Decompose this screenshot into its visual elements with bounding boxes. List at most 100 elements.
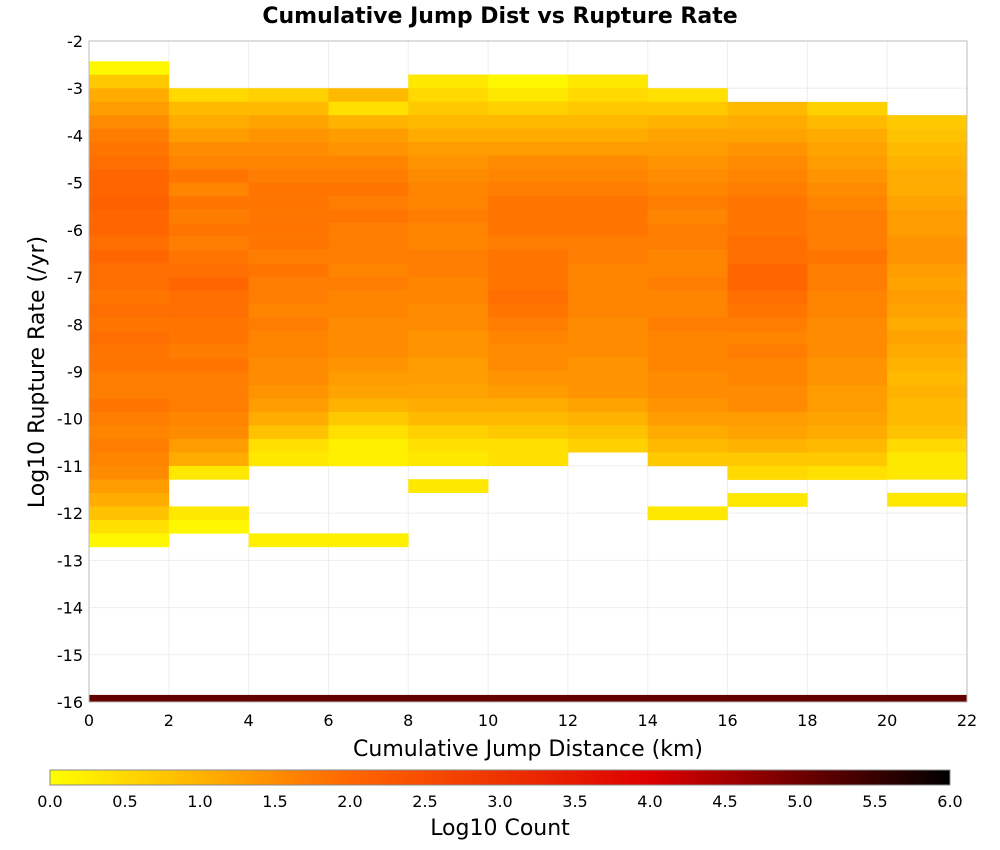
y-tick-label: -11	[57, 457, 83, 476]
heatmap-cell	[408, 357, 489, 372]
x-tick-label: 6	[323, 711, 333, 730]
colorbar-tick-label: 1.5	[262, 792, 287, 811]
colorbar-tick-label: 2.5	[412, 792, 437, 811]
heatmap-cell	[488, 694, 569, 702]
heatmap-cell	[89, 694, 170, 702]
heatmap-cell	[168, 182, 249, 197]
x-tick-label: 4	[244, 711, 254, 730]
heatmap-cell	[89, 155, 170, 170]
heatmap-cell	[887, 452, 968, 467]
heatmap-cell	[89, 412, 170, 426]
heatmap-cell	[89, 101, 170, 116]
heatmap-cell	[328, 533, 409, 548]
heatmap-cell	[488, 438, 569, 453]
heatmap-cell	[328, 209, 409, 224]
heatmap-cell	[488, 249, 569, 264]
x-axis-label: Cumulative Jump Distance (km)	[353, 737, 703, 762]
heatmap-cell	[647, 128, 728, 143]
heatmap-cell	[89, 371, 170, 386]
heatmap-cell	[887, 694, 968, 702]
heatmap-cell	[488, 371, 569, 386]
heatmap-cell	[887, 169, 968, 183]
heatmap-cell	[408, 155, 489, 170]
heatmap-cell	[89, 385, 170, 399]
heatmap-cell	[887, 371, 968, 386]
heatmap-cell	[727, 128, 808, 143]
x-tick-label: 20	[877, 711, 897, 730]
heatmap-cell	[89, 290, 170, 305]
heatmap-cell	[647, 344, 728, 359]
heatmap-cell	[328, 155, 409, 170]
heatmap-cell	[168, 331, 249, 345]
heatmap-cell	[647, 88, 728, 103]
y-tick-label: -2	[67, 32, 83, 51]
heatmap-cell	[89, 398, 170, 413]
heatmap-cell	[328, 142, 409, 156]
heatmap-cell	[647, 304, 728, 318]
heatmap-cell	[168, 344, 249, 359]
heatmap-cell	[807, 412, 888, 426]
heatmap-cell	[807, 142, 888, 157]
heatmap-cell	[488, 195, 569, 210]
heatmap-cell	[807, 371, 888, 386]
y-tick-label: -10	[57, 410, 83, 429]
heatmap-cell	[89, 479, 170, 494]
heatmap-cell	[807, 304, 888, 319]
y-tick-label: -14	[57, 599, 83, 618]
heatmap-cell	[488, 425, 569, 440]
heatmap-cell	[887, 115, 968, 129]
heatmap-cell	[887, 492, 968, 507]
heatmap-cell	[807, 317, 888, 332]
heatmap-cell	[89, 263, 170, 278]
heatmap-cell	[727, 290, 808, 305]
heatmap-cell	[89, 74, 170, 89]
heatmap-cell	[647, 694, 728, 702]
heatmap-cell	[248, 115, 329, 129]
y-tick-label: -3	[67, 79, 83, 98]
heatmap-cell	[328, 344, 409, 359]
heatmap-cell	[89, 196, 170, 210]
heatmap-cell	[567, 411, 649, 426]
heatmap-cell	[887, 250, 968, 264]
heatmap-cell	[887, 465, 968, 480]
heatmap-cell	[488, 398, 569, 413]
heatmap-cell	[248, 384, 329, 399]
heatmap-cell	[408, 236, 489, 251]
heatmap-cell	[89, 317, 170, 332]
heatmap-cell	[567, 330, 649, 345]
heatmap-cell	[408, 344, 489, 359]
heatmap-cell	[328, 452, 409, 467]
heatmap-cell	[168, 115, 249, 129]
y-tick-label: -4	[67, 126, 83, 145]
heatmap-cell	[168, 384, 249, 399]
heatmap-cell	[408, 222, 489, 237]
heatmap-cell	[89, 331, 170, 345]
heatmap-cell	[807, 344, 888, 359]
heatmap-cell	[328, 371, 409, 386]
heatmap-cell	[248, 411, 329, 426]
heatmap-cell	[647, 196, 728, 210]
heatmap-cell	[408, 438, 489, 453]
heatmap-cell	[727, 344, 808, 359]
heatmap-cell	[567, 398, 649, 413]
y-tick-label: -15	[57, 646, 83, 665]
heatmap-cell	[727, 331, 808, 346]
colorbar-label: Log10 Count	[430, 816, 570, 841]
heatmap-cell	[647, 438, 728, 453]
heatmap-cell	[567, 384, 649, 399]
colorbar-tick-label: 4.0	[637, 792, 662, 811]
heatmap-cell	[887, 276, 968, 291]
heatmap-cell	[567, 168, 649, 183]
heatmap-cell	[887, 303, 968, 318]
heatmap-cell	[408, 195, 489, 210]
heatmap-cell	[727, 236, 808, 251]
heatmap-cell	[248, 357, 329, 372]
heatmap-cell	[727, 358, 808, 372]
colorbar-tick-label: 4.5	[712, 792, 737, 811]
heatmap-cell	[647, 209, 728, 224]
heatmap-cell	[647, 250, 728, 264]
heatmap-cell	[408, 209, 489, 224]
heatmap-cell	[488, 209, 569, 224]
x-tick-label: 12	[558, 711, 578, 730]
heatmap-cell	[89, 344, 170, 359]
